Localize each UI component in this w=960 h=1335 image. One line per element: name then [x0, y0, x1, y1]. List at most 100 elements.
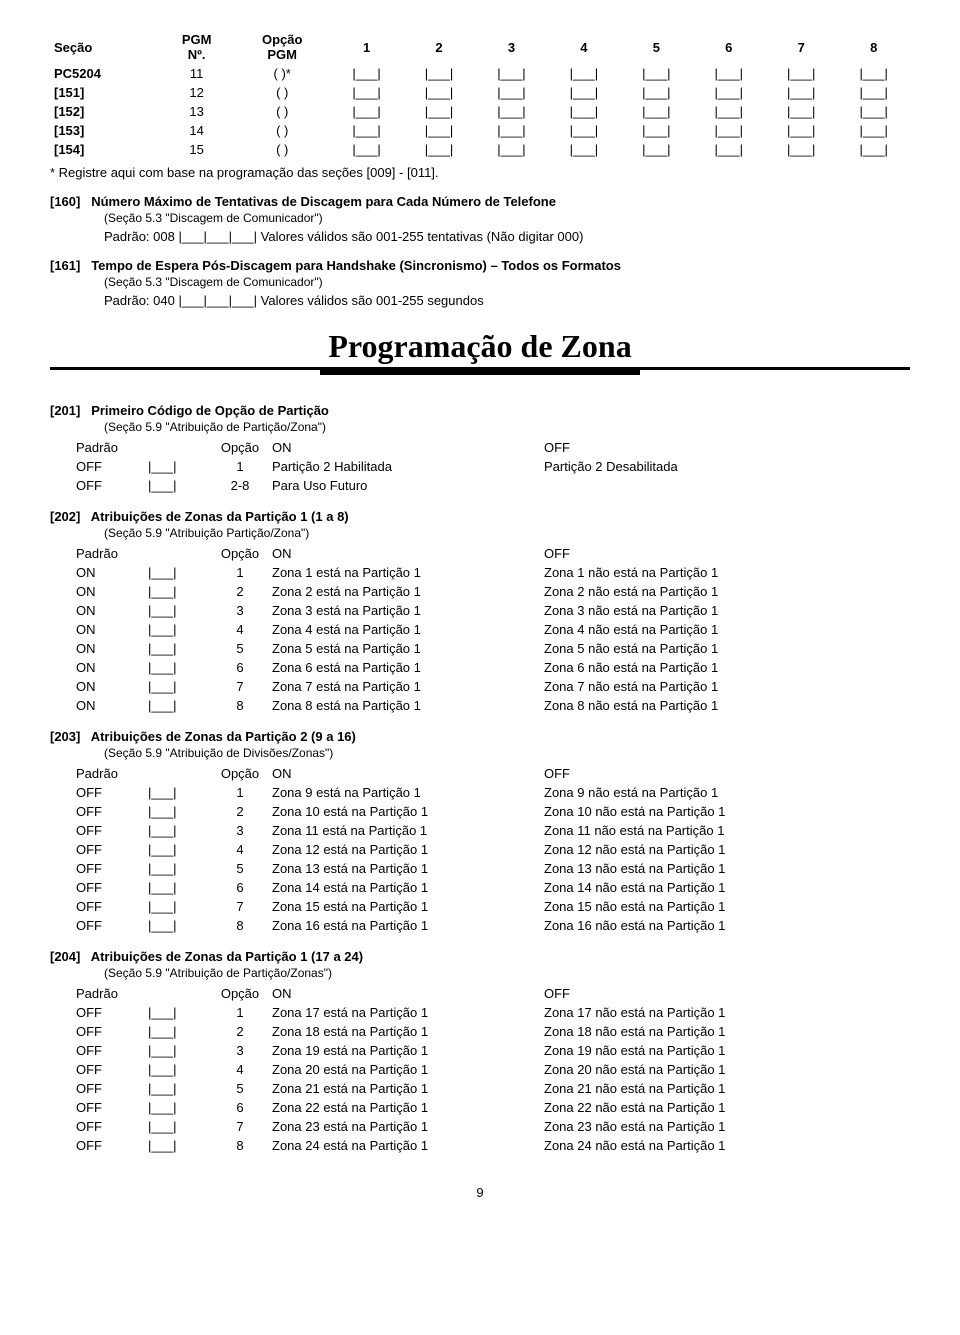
opt-entry[interactable]: |___| [142, 677, 214, 696]
topt-entry-cell[interactable]: |___| [693, 121, 765, 140]
opt-entry[interactable]: |___| [142, 916, 214, 935]
topt-entry-cell[interactable]: |___| [330, 140, 402, 159]
opt-entry[interactable]: |___| [142, 878, 214, 897]
opt-num: 2 [214, 582, 266, 601]
opt-header-cell: Padrão [70, 984, 142, 1003]
topt-entry-cell[interactable]: |___| [765, 121, 837, 140]
topt-entry-cell[interactable]: |___| [693, 83, 765, 102]
opt-entry[interactable]: |___| [142, 1098, 214, 1117]
opt-entry[interactable]: |___| [142, 601, 214, 620]
topt-entry-cell[interactable]: |___| [837, 140, 910, 159]
topt-entry-cell[interactable]: |___| [475, 83, 547, 102]
topt-entry-cell[interactable]: |___| [403, 64, 475, 83]
opt-entry[interactable]: |___| [142, 1003, 214, 1022]
topt-header: PGM Nº. [159, 30, 234, 64]
topt-entry-cell[interactable]: |___| [620, 121, 692, 140]
topt-entry-cell[interactable]: |___| [330, 64, 402, 83]
opt-entry[interactable]: |___| [142, 639, 214, 658]
topt-entry-cell[interactable]: |___| [837, 121, 910, 140]
opt-entry[interactable]: |___| [142, 476, 214, 495]
opt-default: ON [70, 601, 142, 620]
opt-entry[interactable]: |___| [142, 1022, 214, 1041]
opt-entry[interactable]: |___| [142, 783, 214, 802]
opt-on: Zona 10 está na Partição 1 [266, 802, 538, 821]
section-202-code: [202] [50, 509, 80, 524]
opt-on: Zona 20 está na Partição 1 [266, 1060, 538, 1079]
opt-entry[interactable]: |___| [142, 821, 214, 840]
section-202-text: Atribuições de Zonas da Partição 1 (1 a … [91, 509, 349, 524]
topt-entry-cell[interactable]: |___| [403, 83, 475, 102]
topt-entry-cell[interactable]: |___| [475, 121, 547, 140]
topt-entry-cell[interactable]: |___| [837, 64, 910, 83]
opt-entry[interactable]: |___| [142, 563, 214, 582]
topt-entry-cell[interactable]: |___| [548, 121, 620, 140]
opt-entry[interactable]: |___| [142, 620, 214, 639]
topt-entry-cell[interactable]: |___| [403, 140, 475, 159]
topt-entry-cell[interactable]: |___| [403, 121, 475, 140]
topt-entry-cell[interactable]: |___| [620, 140, 692, 159]
opt-entry[interactable]: |___| [142, 582, 214, 601]
topt-row: [153]14( )|___||___||___||___||___||___|… [50, 121, 910, 140]
opt-entry[interactable]: |___| [142, 1079, 214, 1098]
opt-on: Zona 3 está na Partição 1 [266, 601, 538, 620]
opt-off: Zona 18 não está na Partição 1 [538, 1022, 850, 1041]
opt-num: 1 [214, 457, 266, 476]
opt-off: Zona 9 não está na Partição 1 [538, 783, 850, 802]
opt-row: OFF|___|2Zona 18 está na Partição 1Zona … [70, 1022, 850, 1041]
opt-num: 3 [214, 821, 266, 840]
opt-entry[interactable]: |___| [142, 658, 214, 677]
topt-cell: [151] [50, 83, 159, 102]
opt-entry[interactable]: |___| [142, 1136, 214, 1155]
topt-entry-cell[interactable]: |___| [837, 102, 910, 121]
opt-entry[interactable]: |___| [142, 802, 214, 821]
opt-entry[interactable]: |___| [142, 457, 214, 476]
topt-entry-cell[interactable]: |___| [765, 140, 837, 159]
topt-entry-cell[interactable]: |___| [330, 102, 402, 121]
opt-entry[interactable]: |___| [142, 840, 214, 859]
opt-header-cell: Padrão [70, 764, 142, 783]
opt-header-cell: Opção [214, 544, 266, 563]
topt-entry-cell[interactable]: |___| [620, 102, 692, 121]
topt-entry-cell[interactable]: |___| [548, 102, 620, 121]
topt-entry-cell[interactable]: |___| [548, 83, 620, 102]
opt-header-cell: OFF [538, 984, 850, 1003]
topt-entry-cell[interactable]: |___| [693, 102, 765, 121]
topt-header: 3 [475, 30, 547, 64]
opt-row: OFF|___|4Zona 12 está na Partição 1Zona … [70, 840, 850, 859]
opt-entry[interactable]: |___| [142, 1117, 214, 1136]
opt-off: Zona 19 não está na Partição 1 [538, 1041, 850, 1060]
opt-entry[interactable]: |___| [142, 1041, 214, 1060]
opt-default: OFF [70, 840, 142, 859]
opt-entry[interactable]: |___| [142, 696, 214, 715]
topt-entry-cell[interactable]: |___| [620, 64, 692, 83]
section-203-table: PadrãoOpçãoONOFFOFF|___|1Zona 9 está na … [70, 764, 850, 935]
opt-header-cell: ON [266, 438, 538, 457]
section-202-table: PadrãoOpçãoONOFFON|___|1Zona 1 está na P… [70, 544, 850, 715]
topt-entry-cell[interactable]: |___| [765, 102, 837, 121]
topt-entry-cell[interactable]: |___| [475, 64, 547, 83]
topt-entry-cell[interactable]: |___| [475, 140, 547, 159]
opt-off: Zona 6 não está na Partição 1 [538, 658, 850, 677]
topt-entry-cell[interactable]: |___| [693, 140, 765, 159]
opt-row: ON|___|7Zona 7 está na Partição 1Zona 7 … [70, 677, 850, 696]
topt-entry-cell[interactable]: |___| [330, 121, 402, 140]
opt-num: 2-8 [214, 476, 266, 495]
opt-entry[interactable]: |___| [142, 1060, 214, 1079]
topt-entry-cell[interactable]: |___| [765, 83, 837, 102]
topt-entry-cell[interactable]: |___| [548, 140, 620, 159]
opt-entry[interactable]: |___| [142, 859, 214, 878]
opt-header-cell: OFF [538, 544, 850, 563]
opt-off: Zona 12 não está na Partição 1 [538, 840, 850, 859]
topt-entry-cell[interactable]: |___| [403, 102, 475, 121]
opt-entry[interactable]: |___| [142, 897, 214, 916]
topt-entry-cell[interactable]: |___| [765, 64, 837, 83]
opt-on: Zona 24 está na Partição 1 [266, 1136, 538, 1155]
opt-default: OFF [70, 1060, 142, 1079]
topt-entry-cell[interactable]: |___| [837, 83, 910, 102]
opt-off: Zona 3 não está na Partição 1 [538, 601, 850, 620]
topt-entry-cell[interactable]: |___| [548, 64, 620, 83]
topt-entry-cell[interactable]: |___| [475, 102, 547, 121]
topt-entry-cell[interactable]: |___| [330, 83, 402, 102]
topt-entry-cell[interactable]: |___| [693, 64, 765, 83]
topt-entry-cell[interactable]: |___| [620, 83, 692, 102]
